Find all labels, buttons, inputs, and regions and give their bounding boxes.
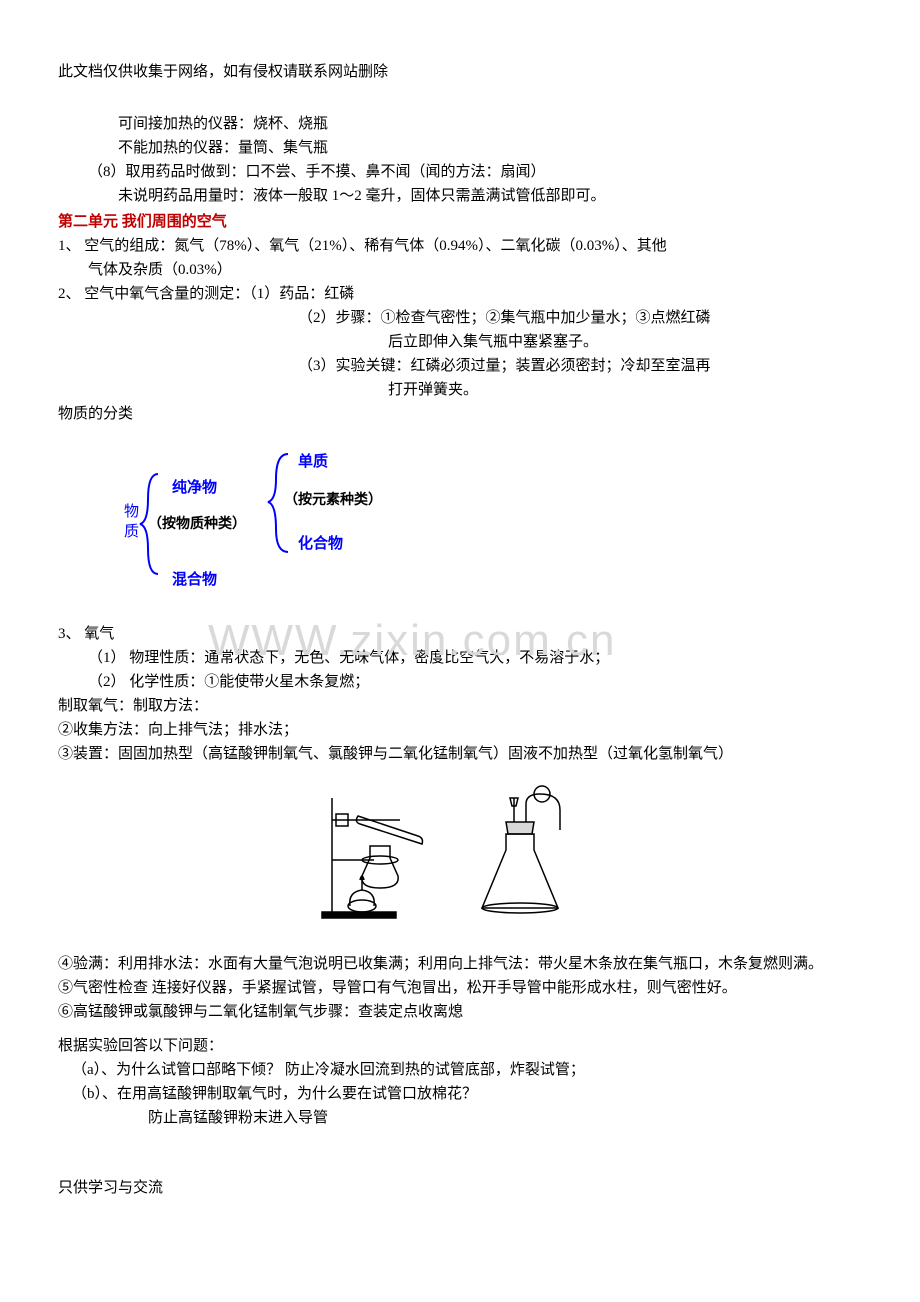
unit2-title: 第二单元 我们周围的空气 <box>58 210 862 234</box>
line-indirect-heat: 可间接加热的仪器：烧杯、烧瓶 <box>58 112 862 136</box>
line-amount: 未说明药品用量时：液体一般取 1～2 毫升，固体只需盖满试管低部即可。 <box>58 184 862 208</box>
diagram-elemental: 单质 <box>298 452 328 470</box>
prep4: ④验满：利用排水法：水面有大量气泡说明已收集满；利用向上排气法：带火星木条放在集… <box>58 952 862 976</box>
line-8: （8）取用药品时做到：口不尝、手不摸、鼻不闻（闻的方法：扇闻） <box>58 160 862 184</box>
heating-apparatus-icon <box>322 798 423 918</box>
classification-diagram: 物 质 纯净物 （按物质种类） 混合物 单质 （按元素种类） 化合物 <box>118 444 862 604</box>
u2-3: 3、 氧气 <box>58 622 862 646</box>
u2-2c: （3）实验关键：红磷必须过量；装置必须密封；冷却至室温再 <box>58 354 862 378</box>
diagram-wuzhi1: 物 <box>124 503 139 520</box>
flask-apparatus-icon <box>482 786 560 913</box>
questions-title: 根据实验回答以下问题： <box>58 1034 862 1058</box>
u2-3-1: （1） 物理性质：通常状态下，无色、无味气体，密度比空气大，不易溶于水； <box>58 646 862 670</box>
u2-2b: （2）步骤：①检查气密性；②集气瓶中加少量水；③点燃红磷 <box>58 306 862 330</box>
diagram-by-elem: （按元素种类） <box>284 491 382 508</box>
u2-1a: 1、 空气的组成：氮气（78%）、氧气（21%）、稀有气体（0.94%）、二氧化… <box>58 234 862 258</box>
u2-1b: 气体及杂质（0.03%） <box>58 258 862 282</box>
diagram-pure: 纯净物 <box>172 478 217 496</box>
matter-classification-title: 物质的分类 <box>58 402 862 426</box>
question-b1: （b）、在用高锰酸钾制取氧气时，为什么要在试管口放棉花？ <box>58 1082 862 1106</box>
prep5: ⑤气密性检查 连接好仪器，手紧握试管，导管口有气泡冒出，松开手导管中能形成水柱，… <box>58 976 862 1000</box>
prep1: 制取氧气：制取方法： <box>58 694 862 718</box>
prep6: ⑥高锰酸钾或氯酸钾与二氧化锰制氧气步骤：查装定点收离熄 <box>58 1000 862 1024</box>
diagram-by-matter: （按物质种类） <box>148 515 246 532</box>
diagram-wuzhi2: 质 <box>124 523 139 540</box>
prep3: ③装置：固固加热型（高锰酸钾制氧气、氯酸钾与二氧化锰制氧气）固液不加热型（过氧化… <box>58 742 862 766</box>
question-a: （a）、为什么试管口部略下倾？ 防止冷凝水回流到热的试管底部，炸裂试管； <box>58 1058 862 1082</box>
question-b2: 防止高锰酸钾粉末进入导管 <box>58 1106 862 1130</box>
u2-3-2: （2） 化学性质：①能使带火星木条复燃； <box>58 670 862 694</box>
u2-2c2: 打开弹簧夹。 <box>58 378 862 402</box>
footer-note: 只供学习与交流 <box>58 1176 862 1200</box>
line-no-heat: 不能加热的仪器：量筒、集气瓶 <box>58 136 862 160</box>
u2-2b2: 后立即伸入集气瓶中塞紧塞子。 <box>58 330 862 354</box>
apparatus-diagram <box>58 780 862 938</box>
prep2: ②收集方法：向上排气法；排水法； <box>58 718 862 742</box>
diagram-mix: 混合物 <box>172 570 217 588</box>
header-note: 此文档仅供收集于网络，如有侵权请联系网站删除 <box>58 60 862 84</box>
diagram-compound: 化合物 <box>298 534 343 552</box>
u2-2a: 2、 空气中氧气含量的测定：（1）药品：红磷 <box>58 282 862 306</box>
